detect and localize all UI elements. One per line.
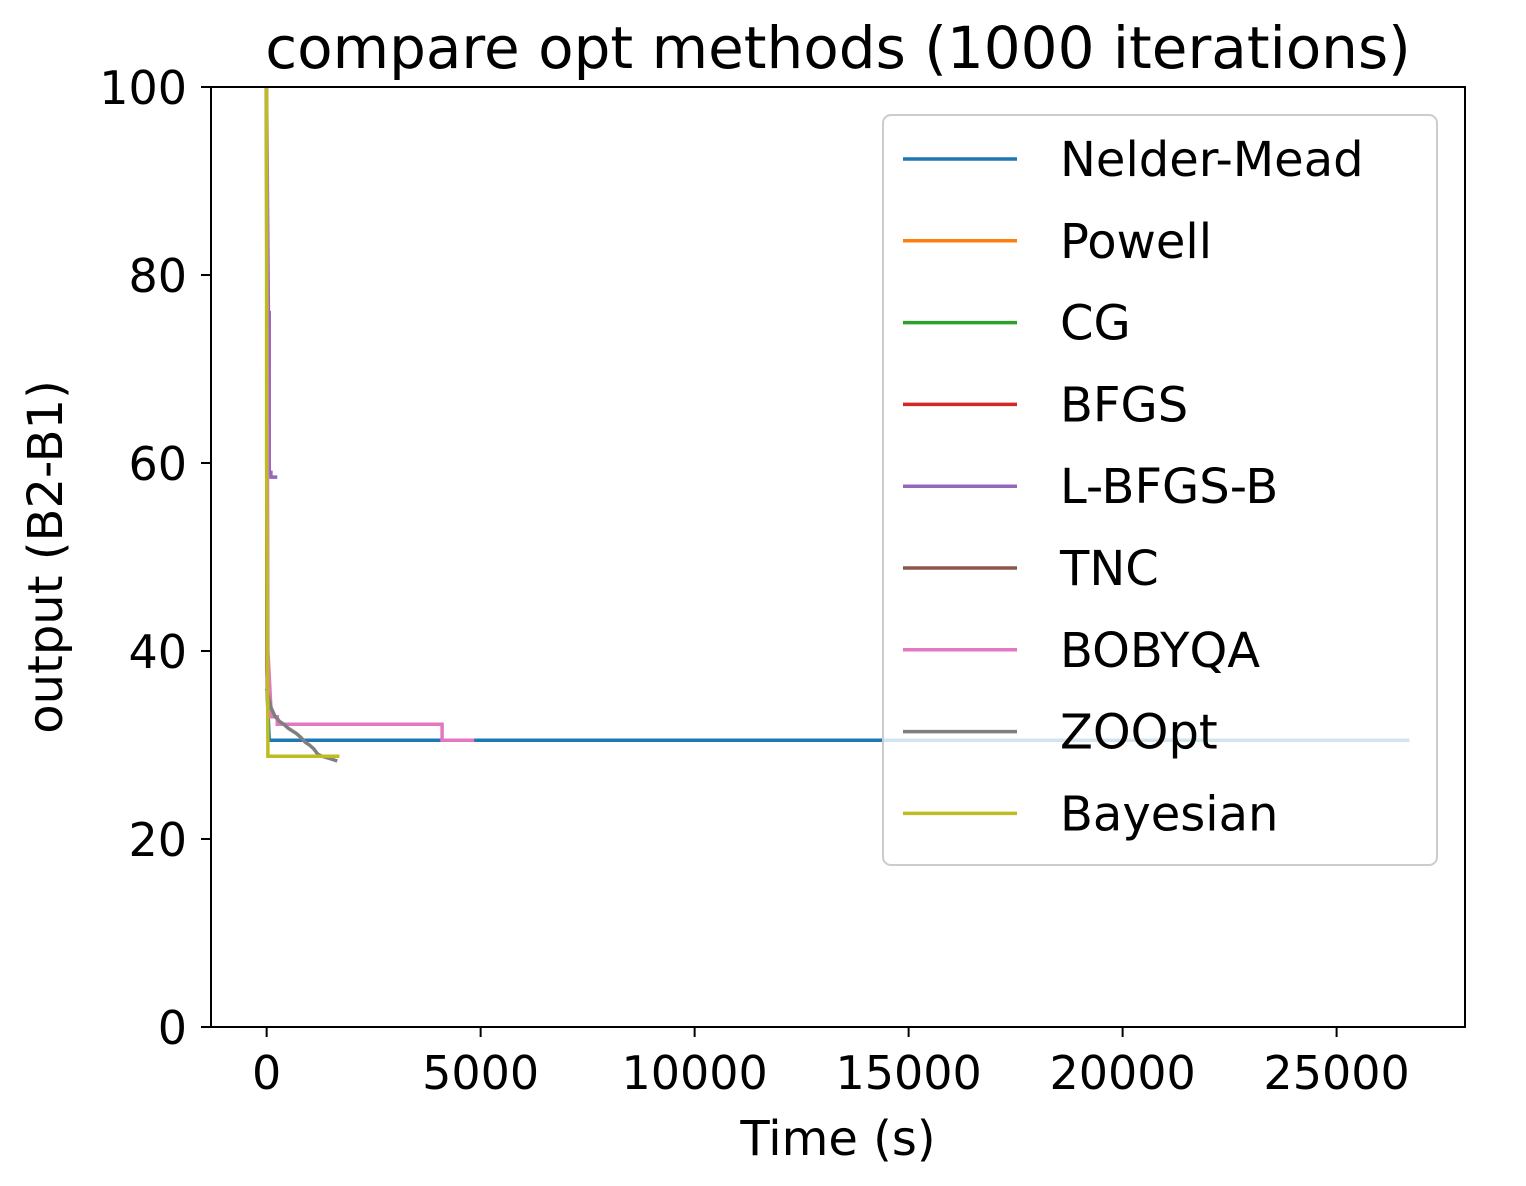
legend-label: ZOOpt (1060, 705, 1218, 761)
y-tick-label: 80 (128, 249, 187, 303)
plot-area (210, 86, 1466, 1028)
y-tick-label: 0 (158, 1001, 187, 1055)
x-axis: 0 5000 10000 15000 20000 25000 (252, 1027, 1410, 1100)
y-axis: 0 20 40 60 80 100 (99, 61, 211, 1055)
legend-label: BOBYQA (1060, 623, 1260, 679)
y-tick-label: 40 (128, 625, 187, 679)
x-tick-label: 20000 (1049, 1046, 1195, 1100)
chart-title: compare opt methods (1000 iterations) (265, 14, 1411, 82)
y-axis-label: output (B2-B1) (18, 380, 74, 734)
x-tick-label: 10000 (621, 1046, 767, 1100)
x-tick-label: 5000 (422, 1046, 539, 1100)
legend-label: Bayesian (1060, 786, 1278, 842)
x-tick-label: 25000 (1263, 1046, 1409, 1100)
legend-label: Powell (1060, 214, 1212, 270)
legend-label: L-BFGS-B (1060, 459, 1278, 515)
y-tick-label: 20 (128, 813, 187, 867)
legend-label: Nelder-Mead (1060, 132, 1364, 188)
legend-label: CG (1060, 296, 1131, 352)
x-tick-label: 15000 (835, 1046, 981, 1100)
legend: Nelder-Mead Powell CG BFGS L-BFGS-B TNC BOBYQA… (882, 114, 1438, 866)
series-line-bobyqa (264, 87, 475, 743)
plot-frame (210, 86, 1466, 1028)
series-line-zoopt (264, 688, 338, 763)
x-axis-label: Time (s) (739, 1111, 935, 1167)
x-tick-label: 0 (252, 1046, 281, 1100)
series-line-bayesian (264, 87, 340, 759)
legend-label: TNC (1059, 541, 1159, 597)
y-tick-label: 60 (128, 437, 187, 491)
y-tick-label: 100 (99, 61, 187, 115)
legend-label: BFGS (1060, 377, 1188, 433)
legend-box (882, 114, 1438, 866)
series-layer (264, 87, 1410, 763)
